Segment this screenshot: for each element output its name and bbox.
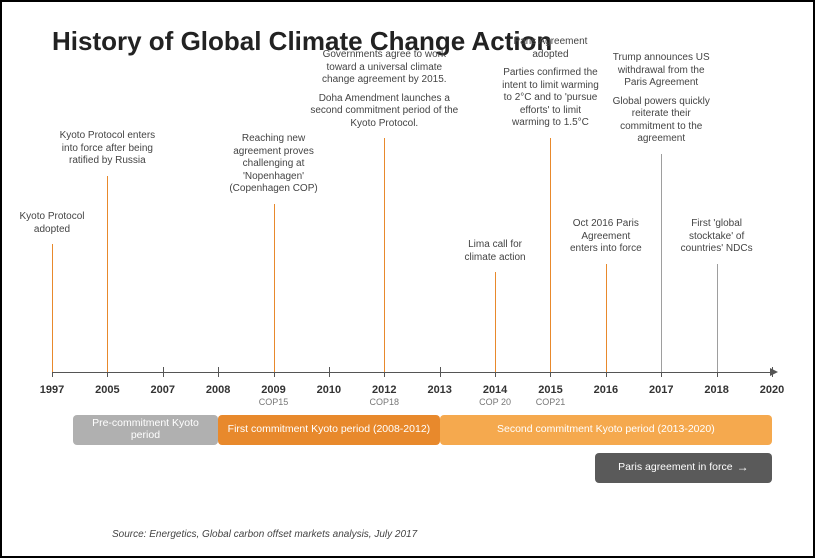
event-connector-line (274, 204, 275, 372)
event-annotation: Oct 2016 Paris Agreement enters into for… (567, 218, 645, 262)
tick-label: 2016 (594, 384, 618, 396)
event-annotation: Governments agree to work toward a unive… (309, 49, 459, 136)
tick-label: 2015COP21 (536, 384, 566, 407)
event-annotation: Paris Agreement adoptedParties confirmed… (500, 36, 600, 136)
tick-label: 1997 (40, 384, 64, 396)
event-annotation: Reaching new agreement proves challengin… (226, 133, 322, 202)
tick-label: 2012COP18 (370, 384, 400, 407)
tick-mark (163, 367, 164, 377)
event-connector-line (52, 244, 53, 372)
event-connector-line (384, 138, 385, 372)
tick-label: 2013 (427, 384, 451, 396)
period-bar: Pre-commitment Kyoto period (73, 415, 218, 445)
period-bar: Second commitment Kyoto period (2013-202… (440, 415, 772, 445)
period-bar: Paris agreement in force → (595, 453, 772, 483)
tick-label: 2007 (151, 384, 175, 396)
period-label: Second commitment Kyoto period (2013-202… (497, 424, 715, 436)
event-annotation: Kyoto Protocol adopted (15, 211, 89, 242)
tick-sublabel: COP21 (536, 397, 566, 407)
tick-sublabel: COP 20 (479, 397, 511, 407)
tick-mark (440, 367, 441, 377)
period-label: Paris agreement in force (618, 462, 732, 474)
tick-label: 2020 (760, 384, 784, 396)
period-label: First commitment Kyoto period (2008-2012… (228, 424, 431, 436)
source-citation: Source: Energetics, Global carbon offset… (112, 529, 417, 540)
tick-mark (329, 367, 330, 377)
period-bar: First commitment Kyoto period (2008-2012… (218, 415, 440, 445)
event-connector-line (717, 264, 718, 372)
tick-label: 2018 (704, 384, 728, 396)
tick-label: 2009COP15 (259, 384, 289, 407)
tick-label: 2017 (649, 384, 673, 396)
tick-label: 2005 (95, 384, 119, 396)
event-annotation: Kyoto Protocol enters into force after b… (58, 130, 156, 174)
tick-sublabel: COP15 (259, 397, 289, 407)
event-connector-line (107, 176, 108, 372)
tick-mark (772, 367, 773, 377)
timeline-axis (52, 372, 772, 373)
tick-sublabel: COP18 (370, 397, 400, 407)
tick-label: 2008 (206, 384, 230, 396)
event-connector-line (661, 154, 662, 372)
event-annotation: Trump announces US withdrawal from the P… (607, 52, 715, 152)
tick-label: 2010 (317, 384, 341, 396)
event-annotation: First 'global stocktake' of countries' N… (676, 218, 758, 262)
tick-mark (218, 367, 219, 377)
event-connector-line (550, 138, 551, 372)
event-annotation: Lima call for climate action (460, 239, 530, 270)
period-label: Pre-commitment Kyoto period (79, 418, 212, 441)
page-title: History of Global Climate Change Action (52, 26, 552, 57)
tick-label: 2014COP 20 (479, 384, 511, 407)
event-connector-line (495, 272, 496, 372)
timeline-container: 19972005200720082009COP1520102012COP1820… (52, 92, 772, 392)
event-connector-line (606, 264, 607, 372)
arrow-right-icon: → (737, 461, 749, 474)
